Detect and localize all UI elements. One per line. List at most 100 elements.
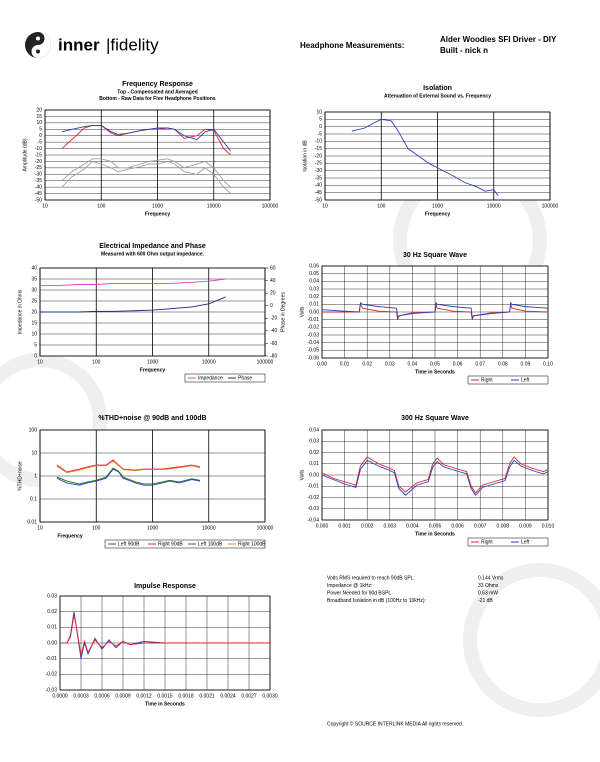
x-tick-label: 1000 (432, 203, 443, 209)
y-tick-label: -25 (315, 161, 322, 167)
x-tick-label: 10 (37, 525, 43, 531)
chart-subtitle: Attenuation of External Sound vs. Freque… (384, 93, 491, 99)
y-tick-label: 10 (31, 331, 37, 337)
stat-value: 33 Ohms (478, 583, 499, 589)
y-tick-label: 25 (31, 298, 37, 304)
stat-value: -21 dB (478, 598, 493, 604)
y-tick-label: -0.03 (308, 506, 320, 512)
x-tick-label: 0.0006 (94, 693, 110, 699)
stat-label: Broadband Isolation in dB (100Hz to 10kH… (327, 598, 426, 604)
y2-tick-label: 60 (270, 265, 276, 271)
y-tick-label: 10 (36, 120, 42, 126)
y-axis-label: Volts (299, 469, 305, 480)
y-tick-label: 0.01 (27, 519, 37, 525)
y-tick-label: -40 (315, 183, 322, 189)
y2-tick-label: -60 (270, 341, 277, 347)
x-tick-label: 100 (377, 203, 386, 209)
legend-box (467, 375, 549, 385)
y-tick-label: -25 (35, 165, 42, 171)
y-tick-label: 5 (34, 342, 37, 348)
legend-label: Phase (238, 375, 252, 381)
x-tick-label: 100000 (257, 525, 274, 531)
chart-title: Electrical Impedance and Phase (99, 243, 206, 250)
x-tick-label: 0.002 (361, 523, 374, 529)
y2-tick-label: -80 (270, 353, 277, 359)
y-tick-label: -0.02 (46, 672, 58, 678)
x-tick-label: 0.00 (317, 361, 327, 367)
stat-label: Power Needed for 90d BSPL (327, 590, 391, 596)
x-axis-label: Time in Seconds (415, 531, 455, 537)
y-tick-label: 10 (316, 109, 322, 115)
x-tick-label: 0.008 (497, 523, 510, 529)
x-axis-label: Time in Seconds (145, 701, 185, 707)
footer: Copyright © SOURCE INTERLINK MEDIA All r… (327, 720, 463, 727)
x-tick-label: 100 (97, 203, 106, 209)
y-tick-label: 0.01 (309, 461, 319, 467)
y-tick-label: -0.01 (308, 484, 320, 490)
series-line (56, 468, 201, 486)
y-tick-label: 0.02 (47, 609, 57, 615)
y-axis-label: Isolation in dB (302, 140, 308, 172)
series-line (40, 296, 226, 313)
y-tick-label: 0 (319, 124, 322, 130)
chart-title: 30 Hz Square Wave (403, 252, 467, 259)
logo-text: |fidelity (106, 35, 159, 54)
series-line (56, 460, 201, 474)
y-tick-label: -35 (35, 178, 42, 184)
x-tick-label: 0.001 (338, 523, 351, 529)
y-tick-label: -5 (38, 139, 43, 145)
x-axis-label: Frequency (425, 211, 451, 217)
y-tick-label: -15 (35, 152, 42, 158)
chart-title: Impulse Response (134, 583, 196, 590)
y-tick-label: -0.06 (308, 355, 320, 361)
y-tick-label: -10 (35, 146, 42, 152)
x-tick-label: 0.007 (474, 523, 487, 529)
y-tick-label: -45 (315, 190, 322, 196)
y-tick-label: -40 (35, 184, 42, 190)
x-tick-label: 0.0012 (136, 693, 152, 699)
y-tick-label: 0.06 (309, 263, 319, 269)
x-tick-label: 0.005 (429, 523, 442, 529)
series-line (61, 124, 232, 152)
legend-label: Impedance (198, 375, 223, 381)
x-tick-label: 0.006 (451, 523, 464, 529)
y-tick-label: -35 (315, 175, 322, 181)
series-line (321, 456, 549, 494)
legend-label: Right 90dB (158, 541, 183, 547)
series-line (61, 160, 231, 194)
y-tick-label: 35 (31, 276, 37, 282)
y-tick-label: 0 (34, 353, 37, 359)
y-tick-label: 5 (319, 117, 322, 123)
x-tick-label: 0.04 (408, 361, 418, 367)
stat-label: Impedance @ 1kHz: (327, 583, 372, 589)
y2-tick-label: 40 (270, 278, 276, 284)
series-line (61, 158, 231, 188)
legend-label: Left 100dB (198, 541, 223, 547)
x-tick-label: 0.010 (542, 523, 555, 529)
x-tick-label: 0.009 (519, 523, 532, 529)
y-tick-label: 30 (31, 287, 37, 293)
y-tick-label: 0.05 (309, 271, 319, 277)
x-tick-label: 0.0030 (262, 693, 278, 699)
series-line (40, 278, 226, 287)
x-tick-label: 100000 (257, 359, 274, 365)
x-tick-label: 0.0000 (52, 693, 68, 699)
y-tick-label: 20 (36, 107, 42, 113)
y-tick-label: 100 (29, 427, 38, 433)
y-tick-label: -30 (315, 168, 322, 174)
legend-label: Right (481, 377, 493, 383)
y-tick-label: 0.00 (47, 640, 57, 646)
y2-tick-label: -40 (270, 328, 277, 334)
y-tick-label: -0.04 (308, 340, 320, 346)
builder: Built - nick n (440, 46, 488, 55)
x-tick-label: 0.003 (384, 523, 397, 529)
y-tick-label: 1 (34, 473, 37, 479)
x-tick-label: 0.000 (316, 523, 329, 529)
x-tick-label: 0.10 (543, 361, 553, 367)
x-tick-label: 1000 (152, 203, 163, 209)
x-tick-label: 0.06 (453, 361, 463, 367)
y-tick-label: -45 (35, 191, 42, 197)
x-tick-label: 0.05 (430, 361, 440, 367)
x-tick-label: 10 (322, 203, 328, 209)
y-axis-label: Volts (299, 306, 305, 317)
